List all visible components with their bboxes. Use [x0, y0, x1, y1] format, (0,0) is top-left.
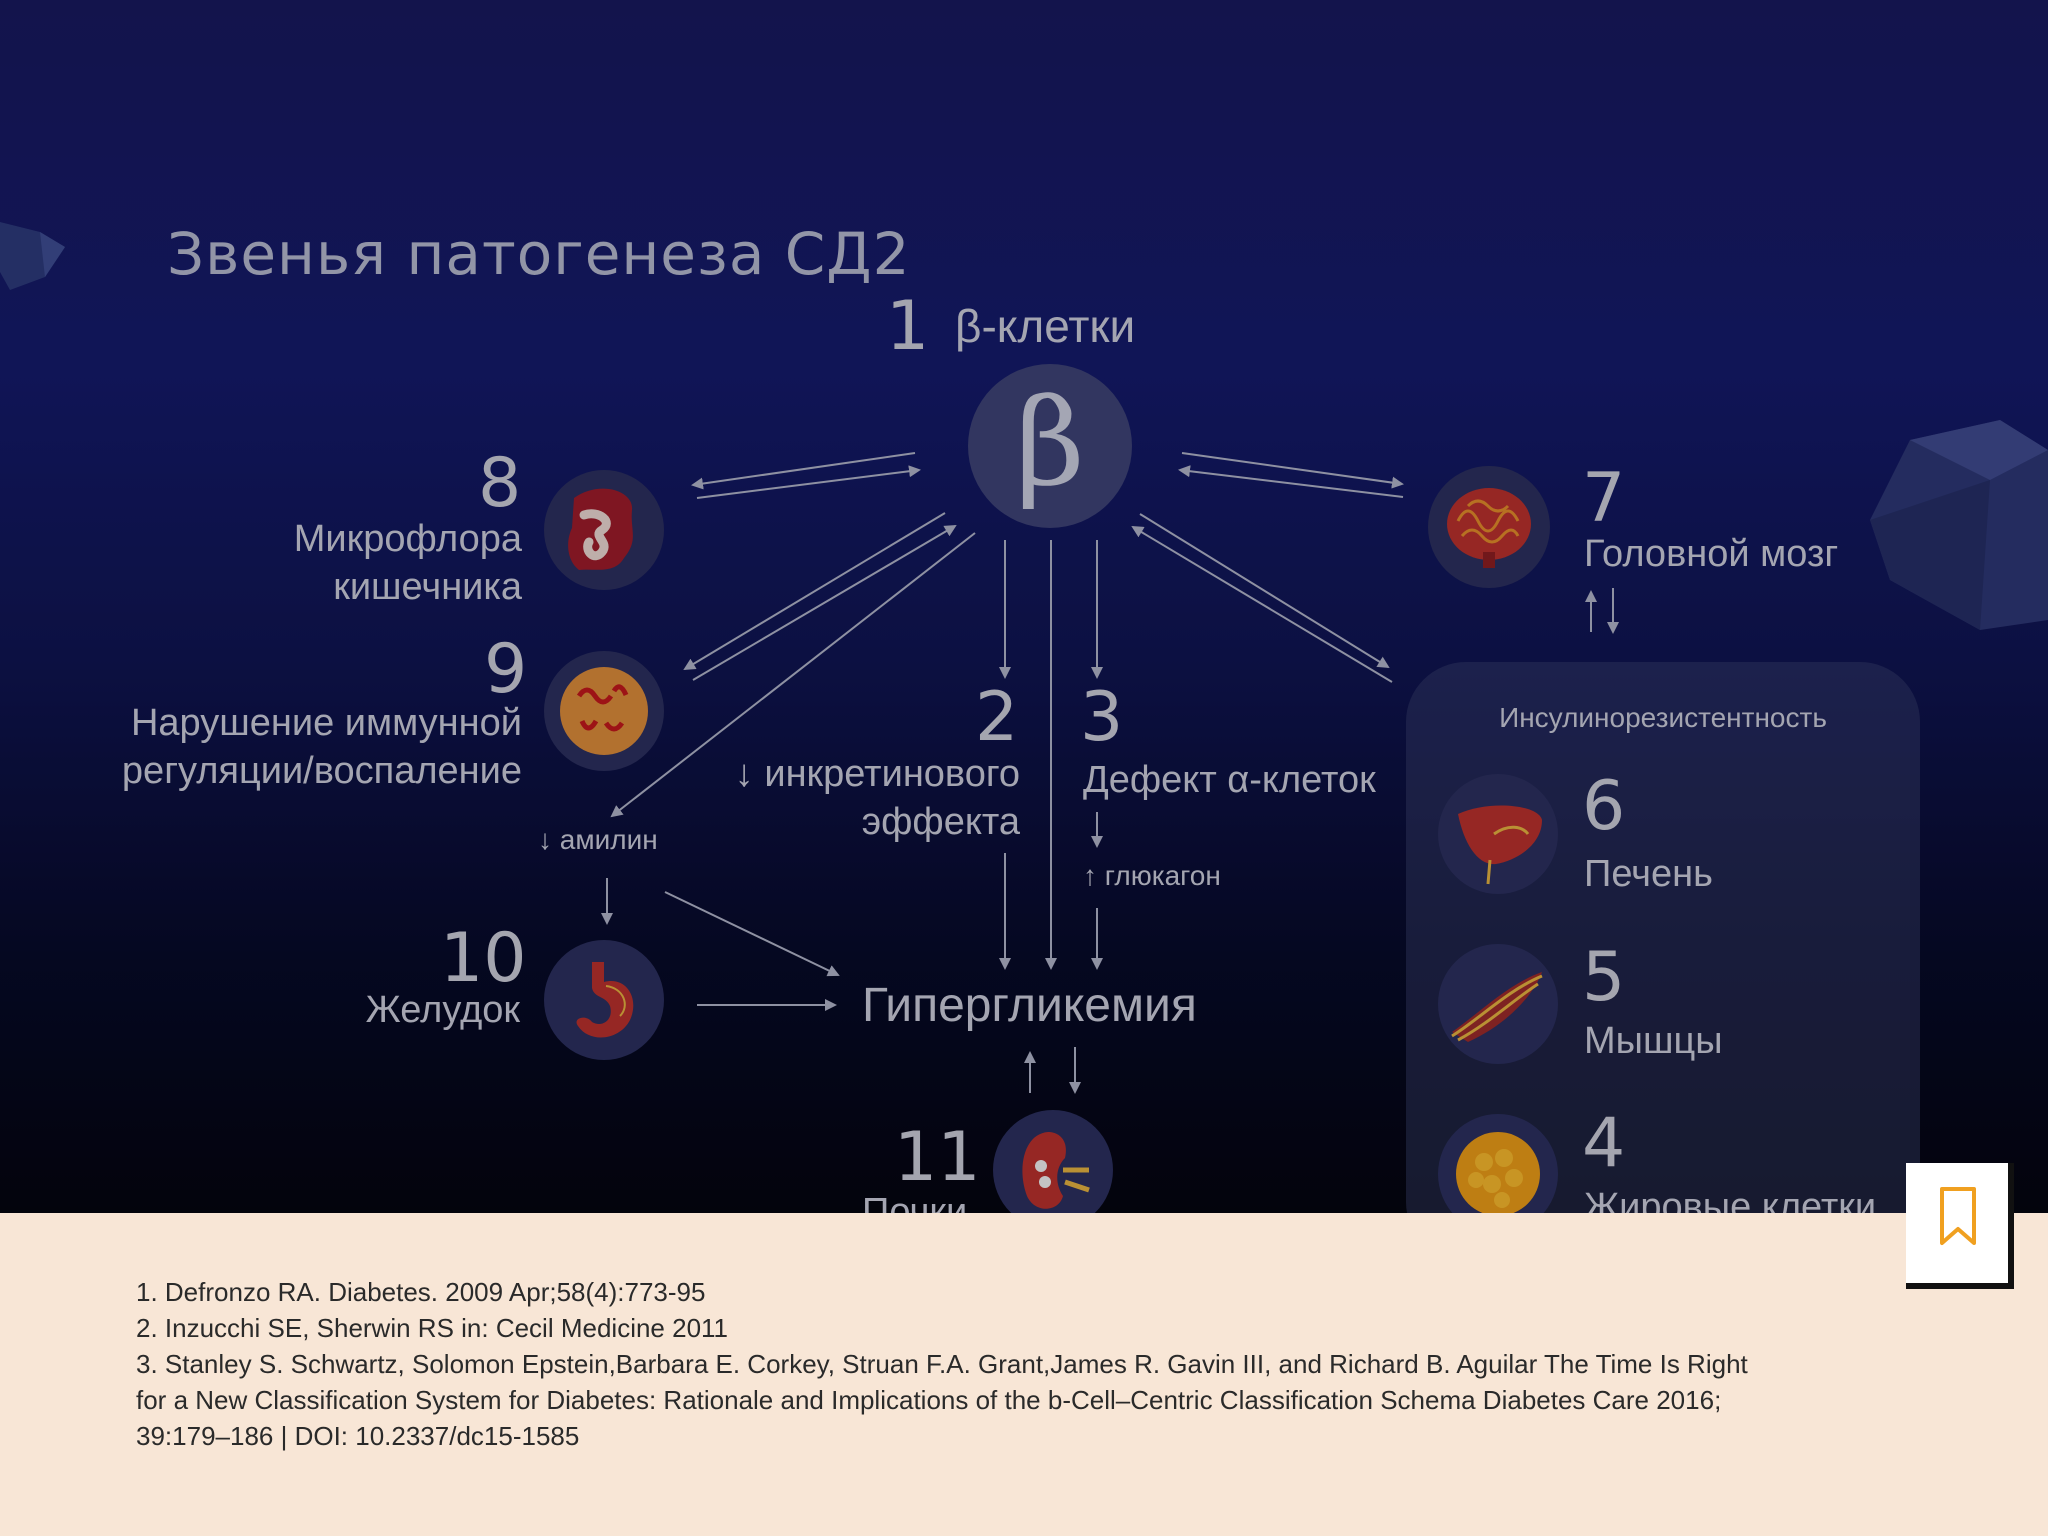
kidney-label: Почки [862, 1191, 968, 1213]
hyperglycemia-label: Гипергликемия [862, 979, 1197, 1032]
muscle-icon [1438, 944, 1558, 1064]
beta-label: β-клетки [955, 300, 1136, 352]
alpha-number: 3 [1080, 678, 1124, 757]
incretin-number: 2 [975, 678, 1019, 757]
crystal-decoration-left [0, 222, 65, 290]
immune-label: Нарушение иммунной регуляции/воспаление [121, 702, 522, 792]
brain-icon [1428, 466, 1550, 588]
reference-3-continued: for a New Classification System for Diab… [136, 1385, 1722, 1415]
muscle-number: 5 [1582, 938, 1626, 1017]
liver-label: Печень [1584, 853, 1713, 895]
fat-label: Жировые клетки [1584, 1186, 1877, 1213]
reference-1: 1. Defronzo RA. Diabetes. 2009 Apr;58(4)… [136, 1277, 706, 1307]
brain-number: 7 [1582, 459, 1626, 538]
intestine-icon [544, 470, 664, 590]
reference-3: 3. Stanley S. Schwartz, Solomon Epstein,… [136, 1349, 1748, 1379]
reference-2: 2. Inzucchi SE, Sherwin RS in: Cecil Med… [136, 1313, 729, 1343]
kidney-icon [993, 1110, 1113, 1213]
liver-icon [1438, 774, 1558, 894]
immune-cell-icon [544, 651, 664, 771]
muscle-label: Мышцы [1584, 1020, 1723, 1062]
microflora-label: Микрофлора кишечника [293, 518, 522, 608]
glucagon-label: ↑ глюкагон [1083, 860, 1221, 891]
reference-3-doi: 39:179–186 | DOI: 10.2337/dc15-1585 [136, 1421, 580, 1451]
bookmark-button[interactable] [1906, 1163, 2014, 1289]
stomach-number: 10 [440, 919, 527, 998]
beta-cell-icon: β [968, 364, 1132, 528]
alpha-label: Дефект α-клеток [1083, 759, 1376, 801]
amylin-label: ↓ амилин [538, 824, 658, 855]
slide-diagram: Звенья патогенеза СД2 [0, 0, 2048, 1213]
liver-number: 6 [1582, 767, 1626, 846]
bookmark-icon [1940, 1187, 1976, 1245]
references-panel: 1. Defronzo RA. Diabetes. 2009 Apr;58(4)… [0, 1213, 2048, 1536]
fat-number: 4 [1582, 1104, 1626, 1183]
kidney-number: 11 [894, 1118, 981, 1197]
incretin-label: ↓ инкретинового эффекта [734, 753, 1020, 843]
fat-cells-icon [1438, 1114, 1558, 1213]
insulin-resistance-label: Инсулинорезистентность [1499, 702, 1827, 733]
slide-title: Звенья патогенеза СД2 [167, 220, 911, 288]
microflora-number: 8 [478, 444, 522, 523]
brain-label: Головной мозг [1584, 533, 1839, 575]
beta-number: 1 [886, 287, 930, 366]
stomach-label: Желудок [365, 989, 520, 1031]
connection-arrows [601, 452, 1619, 1094]
crystal-decoration-right [1870, 420, 2048, 630]
stomach-icon [544, 940, 664, 1060]
immune-number: 9 [484, 630, 528, 709]
